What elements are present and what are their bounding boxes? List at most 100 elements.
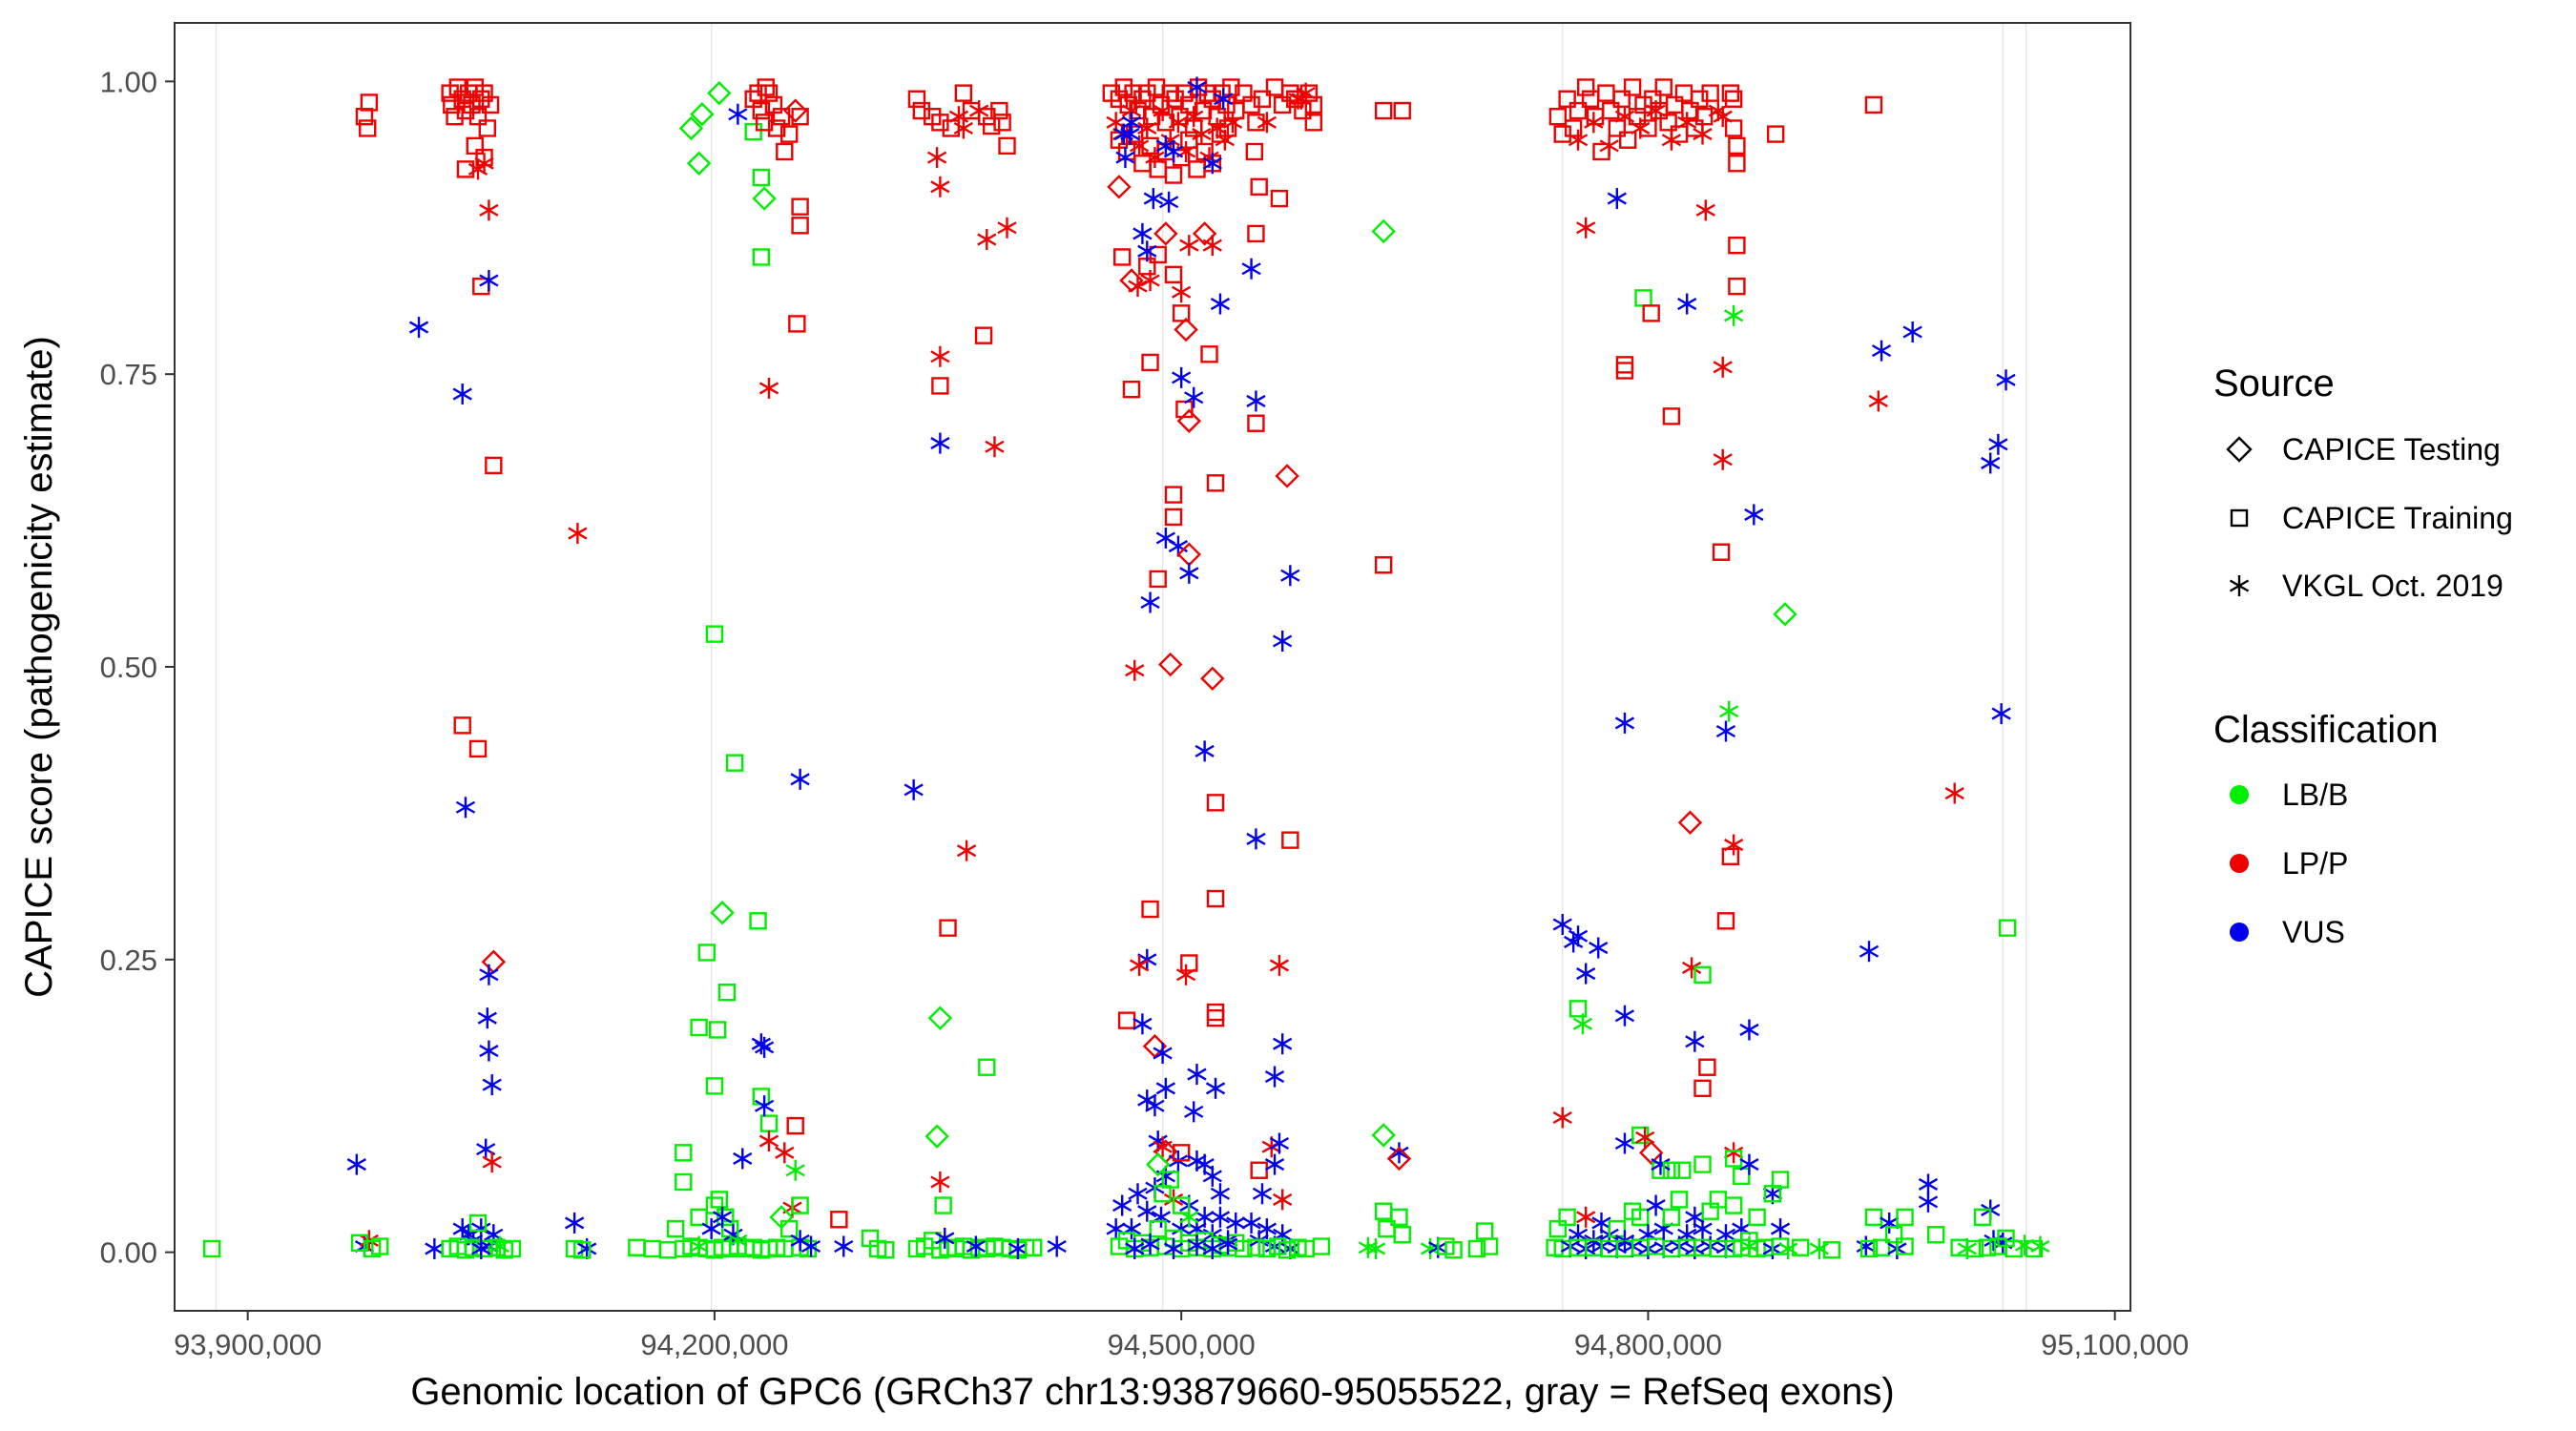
point-square-lpp [1374, 101, 1393, 120]
point-square-lbb [658, 1240, 677, 1259]
point-square-lbb [708, 1021, 727, 1039]
point-diamond-lbb [1371, 1123, 1396, 1148]
point-square-lpp [1114, 78, 1133, 96]
point-diamond-lbb [707, 80, 732, 106]
point-square-lbb [791, 1196, 809, 1214]
point-square-lpp [1161, 84, 1179, 102]
point-asterisk-lpp [1288, 88, 1308, 110]
point-asterisk-lpp [1128, 276, 1148, 298]
point-square-lpp [1247, 414, 1265, 432]
point-asterisk-vus [1140, 591, 1160, 613]
point-square-lbb [877, 1240, 895, 1259]
point-asterisk-lpp [1599, 135, 1619, 156]
point-square-lpp [1728, 236, 1746, 255]
point-square-lpp [1548, 107, 1568, 126]
point-square-lpp [355, 107, 374, 126]
point-square-lpp [1270, 189, 1289, 208]
x-tick-label: 94,500,000 [1108, 1328, 1256, 1361]
point-square-lpp [1133, 155, 1152, 173]
point-square-lpp [468, 107, 488, 126]
legend-asterisk-key [2229, 575, 2250, 596]
point-asterisk-lbb [1572, 1013, 1593, 1035]
point-diamond-lbb [1146, 1151, 1171, 1177]
point-square-lbb [1247, 1238, 1265, 1256]
legend-label-capice-training: CAPICE Training [2282, 501, 2513, 535]
point-square-lpp [974, 326, 993, 344]
point-asterisk-vus [800, 1235, 821, 1257]
plot-panel [174, 22, 2131, 1312]
point-asterisk-lbb [2014, 1234, 2035, 1256]
point-square-lbb [752, 168, 771, 187]
point-asterisk-vus [1651, 1153, 1671, 1175]
point-square-lbb [779, 1219, 799, 1238]
point-square-lpp [1141, 353, 1159, 372]
point-square-lpp [1694, 107, 1714, 126]
point-asterisk-vus [1202, 1165, 1222, 1187]
point-diamond-lbb [1773, 602, 1797, 627]
point-square-lpp [1602, 101, 1620, 120]
point-square-lbb [1733, 1167, 1751, 1186]
point-square-lpp [1200, 345, 1218, 363]
point-diamond-lpp [1153, 221, 1178, 246]
point-square-lpp [1142, 107, 1161, 126]
point-diamond-lpp [1638, 1140, 1664, 1166]
y-tick-label: 0.50 [100, 651, 157, 684]
point-square-lbb [752, 248, 771, 266]
point-square-lbb [717, 983, 737, 1002]
point-asterisk-vus [1589, 937, 1609, 959]
legend-dot-lbb [2230, 785, 2249, 804]
point-square-lpp [1133, 90, 1152, 108]
point-square-lpp [1247, 224, 1265, 243]
point-asterisk-lpp [926, 147, 947, 169]
point-asterisk-vus [1047, 1235, 1067, 1257]
point-square-lpp [1728, 155, 1746, 173]
point-asterisk-vus [1981, 452, 2001, 474]
point-asterisk-vus [1137, 1200, 1157, 1222]
point-asterisk-lbb [489, 1235, 509, 1257]
point-square-lpp [767, 119, 786, 137]
point-square-lpp [1628, 107, 1647, 126]
x-tick-label: 94,200,000 [640, 1328, 788, 1361]
point-asterisk-vus [751, 1033, 771, 1055]
point-square-lpp [1654, 78, 1672, 96]
point-asterisk-lpp [948, 106, 969, 128]
point-asterisk-lbb [1420, 1237, 1441, 1259]
point-asterisk-vus [346, 1153, 366, 1175]
point-square-lbb [1670, 1191, 1689, 1209]
point-asterisk-vus [1137, 240, 1157, 262]
point-asterisk-lpp [1713, 448, 1733, 470]
point-diamond-lbb [678, 115, 704, 141]
x-axis: 93,900,000 94,200,000 94,500,000 94,800,000… [174, 1311, 2189, 1361]
point-asterisk-vus [1195, 1206, 1215, 1228]
point-asterisk-vus [1187, 1234, 1207, 1256]
point-square-lbb [1631, 1208, 1650, 1227]
point-asterisk-lpp [1125, 659, 1145, 681]
point-asterisk-vus [1172, 366, 1192, 388]
point-square-lbb [725, 754, 744, 772]
point-square-lbb [744, 122, 762, 141]
point-square-lpp [1206, 889, 1225, 908]
legend-label-vus: VUS [2282, 915, 2345, 949]
point-square-lpp [1110, 90, 1129, 108]
point-square-lbb [1025, 1238, 1043, 1256]
point-asterisk-vus [1614, 1005, 1635, 1027]
point-asterisk-vus [754, 1095, 775, 1117]
point-square-lpp [1172, 304, 1191, 322]
point-asterisk-lpp [482, 1151, 502, 1173]
point-asterisk-vus [904, 778, 924, 800]
point-square-lpp [1766, 125, 1785, 143]
point-diamond-lpp [1192, 221, 1217, 246]
point-asterisk-lpp [1130, 954, 1150, 976]
point-asterisk-vus [723, 1224, 743, 1246]
legend-source-title: Source [2213, 363, 2335, 404]
point-square-lbb [749, 912, 767, 930]
point-square-lbb [717, 1208, 735, 1227]
point-square-lbb [1480, 1237, 1499, 1255]
point-diamond-lbb [924, 1124, 949, 1149]
point-asterisk-lpp [1724, 834, 1744, 856]
point-square-lpp [1206, 1008, 1225, 1027]
point-square-lpp [1374, 556, 1393, 574]
point-square-lpp [1612, 90, 1631, 108]
point-asterisk-vus [1226, 1212, 1246, 1234]
